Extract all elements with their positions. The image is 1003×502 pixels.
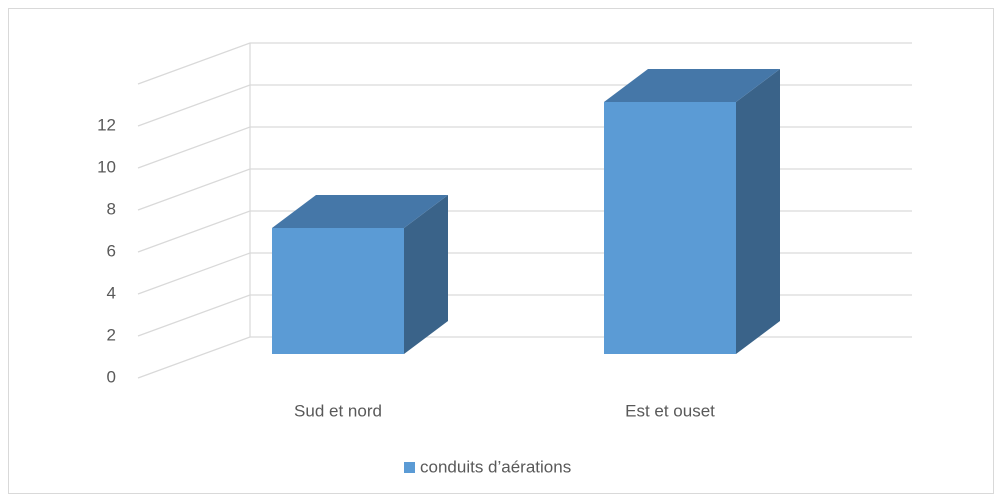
bar-top (272, 195, 448, 228)
y-tick-label: 2 (107, 325, 116, 344)
x-tick-label: Est et ouset (625, 401, 715, 420)
y-tick-label: 0 (107, 367, 116, 386)
bar-top (604, 69, 780, 102)
bar-side (404, 195, 448, 354)
bar (604, 102, 736, 354)
legend-swatch (404, 462, 415, 473)
y-tick-label: 8 (107, 199, 116, 218)
x-tick-label: Sud et nord (294, 401, 382, 420)
bar-side (736, 69, 780, 354)
legend-label: conduits d’aérations (420, 457, 571, 476)
bar (272, 228, 404, 354)
y-tick-label: 4 (107, 283, 116, 302)
chart-border (8, 8, 994, 494)
y-tick-label: 10 (97, 157, 116, 176)
y-tick-label: 12 (97, 115, 116, 134)
y-tick-label: 6 (107, 241, 116, 260)
